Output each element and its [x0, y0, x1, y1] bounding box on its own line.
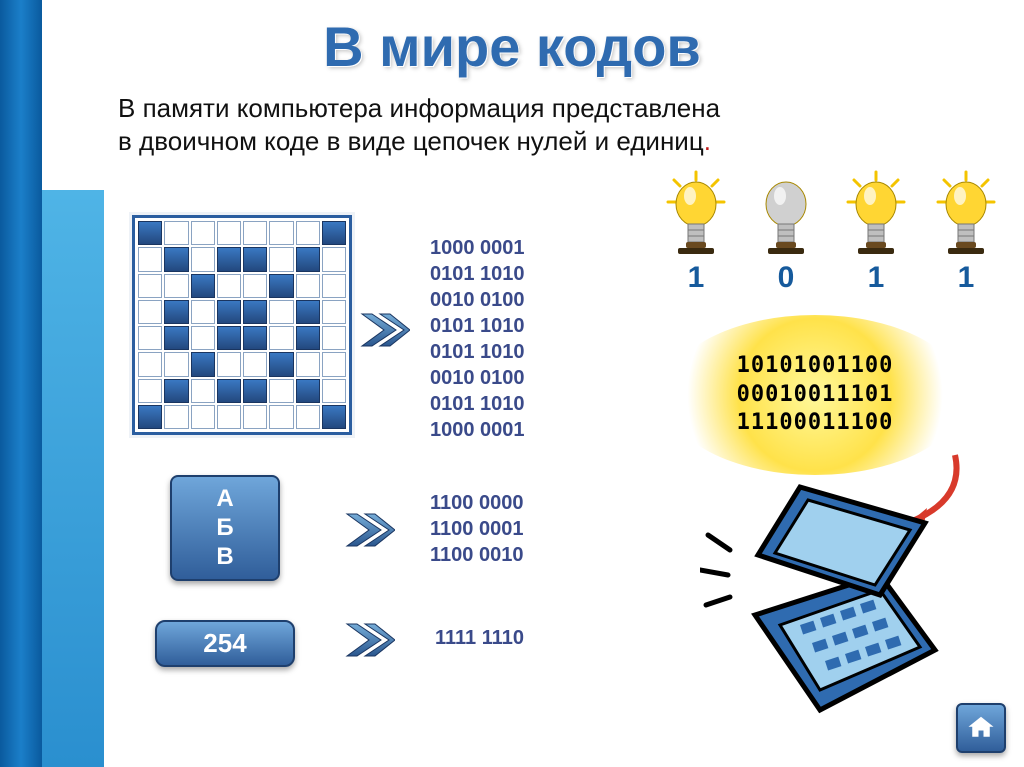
pixel-cell [243, 405, 267, 429]
pixel-cell [269, 405, 293, 429]
pixel-cell [138, 326, 162, 350]
binary-output-letters: 1100 0000 1100 0001 1100 0010 [430, 490, 523, 568]
pixel-cell [269, 352, 293, 376]
page-title: В мире кодов [0, 14, 1024, 79]
pixel-cell [191, 300, 215, 324]
pixel-cell [217, 326, 241, 350]
pixel-cell [164, 274, 188, 298]
number-box: 254 [155, 620, 295, 667]
pixel-cell [269, 300, 293, 324]
bulb-on-icon: 1 [840, 170, 912, 295]
pixel-cell [164, 352, 188, 376]
pixel-cell [191, 379, 215, 403]
pixel-cell [217, 300, 241, 324]
pixel-cell [164, 326, 188, 350]
pixel-cell [138, 405, 162, 429]
pixel-cell [191, 221, 215, 245]
pixel-cell [217, 405, 241, 429]
pixel-cell [164, 379, 188, 403]
side-stripe-vertical [0, 0, 42, 767]
pixel-cell [243, 379, 267, 403]
glow-line: 11100011100 [737, 409, 894, 438]
pixel-cell [217, 247, 241, 271]
pixel-grid [132, 215, 352, 435]
pixel-cell [138, 221, 162, 245]
pixel-cell [243, 221, 267, 245]
pixel-cell [217, 379, 241, 403]
pixel-cell [269, 221, 293, 245]
computer-icon [700, 475, 970, 735]
pixel-cell [217, 352, 241, 376]
pixel-cell [296, 379, 320, 403]
pixel-cell [296, 405, 320, 429]
letter-a: А [172, 485, 278, 514]
pixel-cell [296, 247, 320, 271]
pixel-cell [164, 300, 188, 324]
pixel-cell [296, 221, 320, 245]
letter-v: В [172, 543, 278, 572]
pixel-cell [191, 405, 215, 429]
pixel-cell [243, 300, 267, 324]
subtitle-line-2: в двоичном коде в виде цепочек нулей и е… [118, 126, 704, 156]
pixel-cell [322, 379, 346, 403]
pixel-cell [269, 274, 293, 298]
pixel-cell [217, 221, 241, 245]
pixel-cell [164, 221, 188, 245]
arrow-icon [360, 310, 410, 350]
pixel-cell [322, 221, 346, 245]
pixel-cell [322, 352, 346, 376]
letter-b: Б [172, 514, 278, 543]
bulb-on-icon: 1 [660, 170, 732, 295]
pixel-cell [191, 326, 215, 350]
subtitle-line-1: В памяти компьютера информация представл… [118, 93, 720, 123]
glow-line: 10101001100 [737, 352, 894, 381]
bulb-on-icon: 1 [930, 170, 1002, 295]
pixel-cell [164, 247, 188, 271]
pixel-cell [243, 352, 267, 376]
pixel-cell [296, 326, 320, 350]
pixel-cell [138, 274, 162, 298]
pixel-cell [217, 274, 241, 298]
pixel-cell [191, 247, 215, 271]
binary-output-number: 1111 1110 [435, 625, 524, 651]
pixel-cell [322, 405, 346, 429]
bulbs-row: 1 0 1 [660, 170, 1002, 295]
home-button[interactable] [956, 703, 1006, 753]
pixel-cell [138, 300, 162, 324]
pixel-cell [296, 274, 320, 298]
pixel-cell [243, 247, 267, 271]
binary-output-grid: 1000 0001 0101 1010 0010 0100 0101 1010 … [430, 235, 525, 443]
pixel-cell [269, 247, 293, 271]
pixel-cell [269, 379, 293, 403]
home-icon [966, 713, 996, 743]
pixel-cell [322, 300, 346, 324]
bulb-off-icon: 0 [750, 170, 822, 295]
pixel-cell [138, 247, 162, 271]
pixel-cell [296, 300, 320, 324]
subtitle-period: . [704, 126, 711, 156]
pixel-cell [322, 326, 346, 350]
glow-line: 00010011101 [737, 381, 894, 410]
letters-box: А Б В [170, 475, 280, 581]
pixel-cell [243, 274, 267, 298]
pixel-cell [191, 352, 215, 376]
pixel-cell [296, 352, 320, 376]
arrow-icon [345, 620, 395, 660]
pixel-cell [269, 326, 293, 350]
pixel-cell [138, 352, 162, 376]
pixel-cell [322, 247, 346, 271]
pixel-cell [191, 274, 215, 298]
subtitle-text: В памяти компьютера информация представл… [118, 92, 720, 157]
pixel-cell [243, 326, 267, 350]
pixel-cell [138, 379, 162, 403]
pixel-cell [164, 405, 188, 429]
side-stripe-horizontal [42, 190, 104, 767]
pixel-cell [322, 274, 346, 298]
arrow-icon [345, 510, 395, 550]
